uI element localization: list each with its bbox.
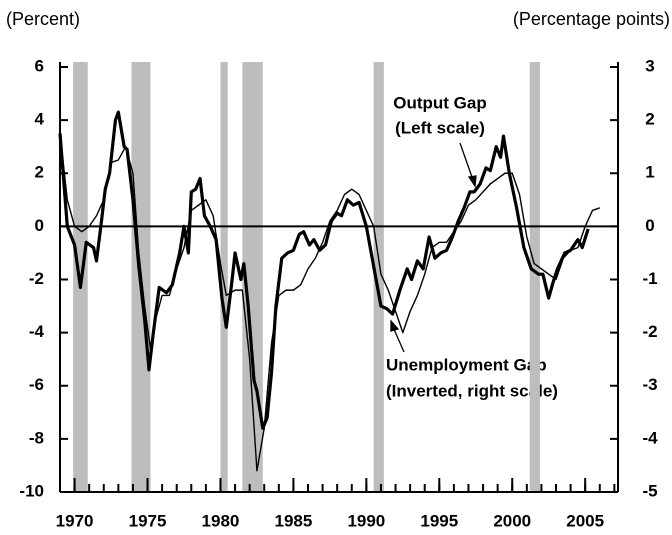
arrowhead bbox=[467, 175, 477, 188]
x-tick-label: 2000 bbox=[493, 511, 531, 530]
x-tick-label: 1975 bbox=[129, 511, 167, 530]
y-tick-label: -4 bbox=[29, 322, 45, 341]
recession-band bbox=[373, 62, 384, 492]
series-line bbox=[58, 110, 590, 430]
x-tick-label: 1990 bbox=[347, 511, 385, 530]
y-tick-label: -10 bbox=[19, 481, 44, 500]
recession-band bbox=[220, 62, 228, 492]
y-tick-label: 2 bbox=[35, 163, 44, 182]
recession-band bbox=[242, 62, 263, 492]
y2-tick-label: 2 bbox=[645, 110, 654, 129]
y-tick-label: 4 bbox=[35, 110, 45, 129]
right-axis-label: (Percentage points) bbox=[513, 9, 670, 29]
recession-band bbox=[529, 62, 540, 492]
series-line bbox=[59, 133, 601, 472]
arrows bbox=[390, 142, 477, 353]
y-tick-label: 6 bbox=[35, 56, 44, 75]
y-tick-label: -8 bbox=[29, 428, 44, 447]
y2-tick-label: 3 bbox=[645, 56, 654, 75]
arrowhead bbox=[390, 319, 400, 332]
arrow bbox=[392, 326, 405, 353]
y-tick-label: -6 bbox=[29, 375, 44, 394]
y-tick-label: -2 bbox=[29, 269, 44, 288]
arrow bbox=[459, 142, 474, 181]
x-tick-label: 1970 bbox=[56, 511, 94, 530]
y2-tick-label: -1 bbox=[642, 269, 657, 288]
x-tick-label: 1995 bbox=[420, 511, 458, 530]
x-tick-label: 1985 bbox=[274, 511, 312, 530]
annotation: (Left scale) bbox=[395, 118, 485, 137]
annotation: Unemployment Gap bbox=[386, 355, 547, 374]
y2-tick-label: -5 bbox=[642, 481, 657, 500]
y2-tick-label: -3 bbox=[642, 375, 657, 394]
y2-tick-label: 1 bbox=[645, 163, 654, 182]
y2-tick-label: -2 bbox=[642, 322, 657, 341]
y-tick-label: 0 bbox=[35, 216, 44, 235]
x-tick-label: 2005 bbox=[566, 511, 604, 530]
annotation: (Inverted, right scale) bbox=[386, 381, 558, 400]
y2-tick-label: -4 bbox=[642, 428, 658, 447]
x-tick-label: 1980 bbox=[202, 511, 240, 530]
y2-tick-label: 0 bbox=[645, 216, 654, 235]
left-axis-label: (Percent) bbox=[6, 9, 80, 29]
annotation: Output Gap bbox=[393, 93, 486, 112]
